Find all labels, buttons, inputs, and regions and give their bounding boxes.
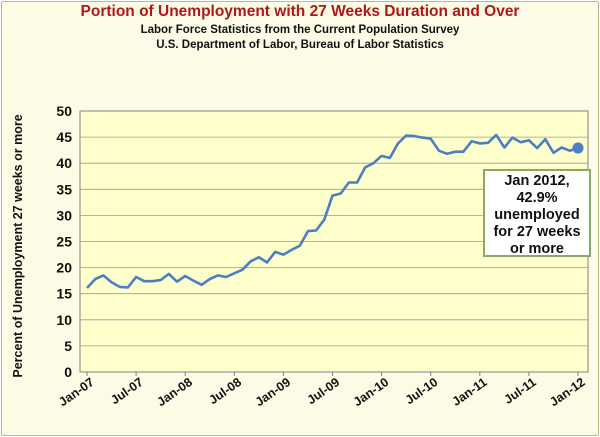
x-tick-label: Jul-09: [305, 375, 343, 407]
x-tick-label: Jan-10: [351, 375, 392, 409]
y-tick-label: 35: [56, 181, 72, 197]
y-axis-label: Percent of Unemployment 27 weeks or more: [11, 114, 25, 377]
y-tick-label: 25: [56, 234, 72, 250]
y-tick-label: 40: [56, 155, 72, 171]
x-tick-label: Jul-10: [403, 375, 441, 407]
gridlines: [80, 136, 588, 347]
chart-subtitle-line-1: Labor Force Statistics from the Current …: [140, 24, 460, 36]
annotation-line: Jan 2012,: [504, 173, 570, 189]
y-tick-label: 15: [56, 286, 72, 302]
y-tick-label: 0: [64, 364, 72, 380]
x-tick-label: Jul-08: [206, 375, 244, 407]
chart-subtitle-line-2: U.S. Department of Labor, Bureau of Labo…: [156, 39, 444, 51]
y-axis-ticks: 0 5 10 15 20 25 30 35 40 45 50: [56, 103, 72, 380]
annotation-line: or more: [510, 241, 564, 257]
y-tick-label: 20: [56, 260, 72, 276]
annotation-line: unemployed: [494, 207, 580, 223]
y-tick-label: 10: [56, 312, 72, 328]
y-tick-label: 45: [56, 129, 72, 145]
annotation-box: Jan 2012, 42.9% unemployed for 27 weeks …: [483, 169, 591, 257]
y-tick-label: 50: [56, 103, 72, 119]
chart-title: Portion of Unemployment with 27 Weeks Du…: [80, 3, 520, 20]
x-tick-label: Jan-07: [56, 375, 97, 409]
x-axis-ticks: Jan-07 Jul-07 Jan-08 Jul-08 Jan-09 Jul-09 Jan-…: [56, 372, 588, 409]
series-group: [86, 133, 584, 289]
x-tick-label: Jan-08: [154, 375, 195, 409]
y-tick-label: 30: [56, 207, 72, 223]
x-tick-label: Jan-12: [547, 375, 588, 409]
annotation-line: 42.9%: [516, 190, 558, 206]
x-tick-label: Jul-07: [108, 375, 146, 407]
annotation-line: for 27 weeks: [493, 224, 581, 240]
x-tick-label: Jan-09: [253, 375, 294, 409]
series-line: [86, 133, 579, 289]
x-tick-label: Jul-11: [502, 375, 539, 407]
last-point-marker: [572, 142, 584, 154]
x-tick-label: Jan-11: [450, 375, 490, 409]
y-tick-label: 5: [64, 338, 72, 354]
